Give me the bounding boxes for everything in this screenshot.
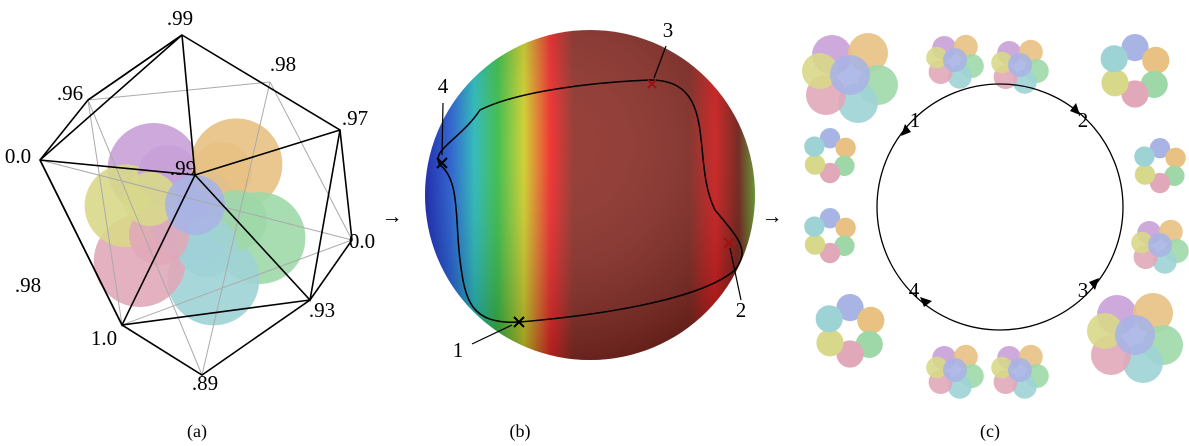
panel-a: .99 .98 .96 .97 0.0 .99 0.0 .98 1.0 .93 … xyxy=(5,6,375,442)
vertex-label: .98 xyxy=(270,52,296,76)
caption: (b) xyxy=(510,421,531,442)
molecule xyxy=(1087,293,1183,383)
point-label: 2 xyxy=(736,298,747,322)
vertex-label: .93 xyxy=(309,298,335,322)
state-label: 2 xyxy=(1078,108,1089,132)
arrow: → xyxy=(382,204,403,228)
vertex-label: .99 xyxy=(167,6,193,30)
point-label: 3 xyxy=(663,18,674,42)
vertex-label: 1.0 xyxy=(91,326,117,350)
point-label: 4 xyxy=(438,74,449,98)
caption: (c) xyxy=(980,421,1000,442)
molecule xyxy=(816,294,885,368)
arrow: → xyxy=(762,204,783,228)
panel-b: 1 2 3 4 (b) xyxy=(425,18,755,442)
vertex-label: .98 xyxy=(15,273,41,297)
molecule xyxy=(802,33,898,123)
molecule xyxy=(1134,138,1186,193)
molecule xyxy=(991,345,1049,399)
figure: .99 .98 .96 .97 0.0 .99 0.0 .98 1.0 .93 … xyxy=(0,0,1189,446)
point-label: 1 xyxy=(453,338,464,362)
vertex-label: 0.0 xyxy=(5,144,31,168)
molecule xyxy=(926,345,984,399)
caption: (a) xyxy=(187,421,207,442)
molecule xyxy=(804,128,856,183)
molecule xyxy=(804,208,856,263)
state-label: 1 xyxy=(910,108,921,132)
cycle-arrows xyxy=(901,103,1099,307)
molecule xyxy=(1131,220,1189,274)
vertex-label: .96 xyxy=(57,81,83,105)
vertex-label: 0.0 xyxy=(349,229,375,253)
molecule xyxy=(1101,34,1170,108)
state-label: 3 xyxy=(1078,278,1089,302)
vertex-label: .89 xyxy=(192,371,218,395)
sphere-shade xyxy=(425,30,755,360)
state-label: 4 xyxy=(909,278,920,302)
vertex-label: .97 xyxy=(342,106,368,130)
panel-c: 1 2 3 4 (c) xyxy=(802,33,1189,442)
vertex-label: .99 xyxy=(170,156,196,180)
molecule xyxy=(926,35,984,89)
